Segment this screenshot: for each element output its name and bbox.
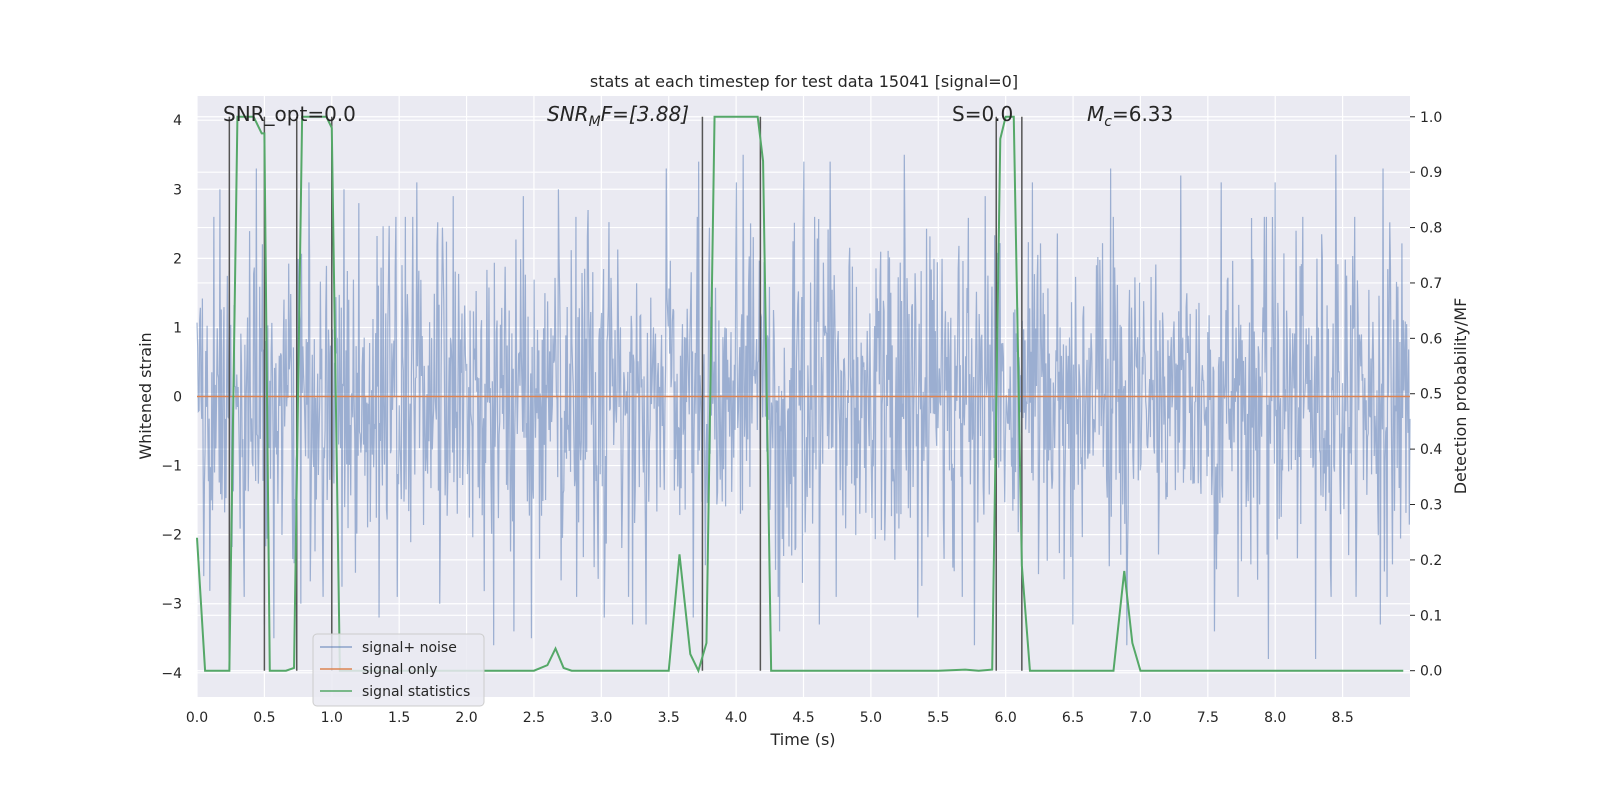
x-tick-label: 6.0 [995, 710, 1017, 726]
snr-mf-base: SNR [547, 102, 589, 126]
noise-line [196, 154, 1411, 660]
y-tick-label: 3 [173, 182, 182, 198]
mc-sub: c [1104, 114, 1112, 130]
x-tick-label: 7.0 [1129, 710, 1151, 726]
y2-ticks: 1.0 0.9 0.8 0.7 0.6 0.5 0.4 0.3 0.2 0.1 0.0 [1410, 110, 1442, 680]
x-tick-label: 1.5 [388, 710, 410, 726]
y-tick-label: −4 [161, 666, 182, 682]
y2-tick-label: 0.0 [1420, 664, 1442, 680]
x-tick-label: 2.5 [523, 710, 545, 726]
y2-tick-label: 0.6 [1420, 331, 1442, 347]
y-tick-label: −3 [161, 597, 182, 613]
annotation-mc: Mc=6.33 [1087, 102, 1173, 130]
legend-box [312, 633, 485, 707]
y2-tick-label: 1.0 [1420, 110, 1442, 126]
x-tick-label: 5.0 [860, 710, 882, 726]
x-tick-label: 7.5 [1197, 710, 1219, 726]
snr-mf-sub: M [589, 114, 601, 130]
mc-base: M [1087, 102, 1104, 126]
x-tick-label: 4.0 [725, 710, 747, 726]
x-tick-label: 0.0 [186, 710, 208, 726]
y-tick-label: 0 [173, 390, 182, 406]
x-tick-label: 1.0 [321, 710, 343, 726]
y2-tick-label: 0.8 [1420, 221, 1442, 237]
y2-tick-label: 0.2 [1420, 553, 1442, 569]
statistics-line [196, 115, 1404, 674]
annotation-snr-mf: SNRMF=[3.88] [547, 102, 689, 130]
y2-tick-label: 0.1 [1420, 608, 1442, 624]
x-tick-label: 8.0 [1264, 710, 1286, 726]
y2-tick-label: 0.4 [1420, 442, 1442, 458]
y-tick-label: −1 [161, 459, 182, 475]
x-tick-label: 5.5 [927, 710, 949, 726]
legend-label-statistics: signal statistics [362, 684, 470, 700]
annotation-s: S=0.0 [952, 102, 1013, 126]
x-tick-label: 2.0 [455, 710, 477, 726]
mc-rest: =6.33 [1112, 102, 1173, 126]
y2-tick-label: 0.7 [1420, 276, 1442, 292]
y2-tick-label: 0.3 [1420, 498, 1442, 514]
x-ticks: 0.0 0.5 1.0 1.5 2.0 2.5 3.0 3.5 4.0 4.5 5.0 5.5 6.0 6… [186, 710, 1354, 726]
x-tick-label: 0.5 [253, 710, 275, 726]
annotation-snr-opt: SNR_opt=0.0 [223, 102, 356, 126]
x-tick-label: 8.5 [1331, 710, 1353, 726]
y-axis-label: Whitened strain [136, 332, 155, 459]
y-tick-label: −2 [161, 528, 182, 544]
x-tick-label: 3.0 [590, 710, 612, 726]
y2-axis-label: Detection probability/MF [1451, 298, 1470, 495]
snr-mf-rest: F=[3.88] [601, 102, 689, 126]
x-tick-label: 3.5 [658, 710, 680, 726]
y-tick-label: 2 [173, 251, 182, 267]
noise-series [196, 154, 1411, 660]
chart-title: stats at each timestep for test data 150… [590, 72, 1018, 91]
x-tick-label: 4.5 [792, 710, 814, 726]
x-tick-label: 6.5 [1062, 710, 1084, 726]
legend-label-noise: signal+ noise [362, 640, 457, 656]
y2-tick-label: 0.9 [1420, 165, 1442, 181]
legend: signal+ noise signal only signal statist… [312, 633, 485, 707]
x-axis-label: Time (s) [769, 730, 835, 749]
y-tick-label: 1 [173, 320, 182, 336]
y-tick-label: 4 [173, 113, 182, 129]
legend-label-signal-only: signal only [362, 662, 437, 678]
statistics-series [196, 115, 1404, 674]
y2-tick-label: 0.5 [1420, 387, 1442, 403]
y-ticks: 4 3 2 1 0 −1 −2 −3 −4 [161, 113, 182, 682]
